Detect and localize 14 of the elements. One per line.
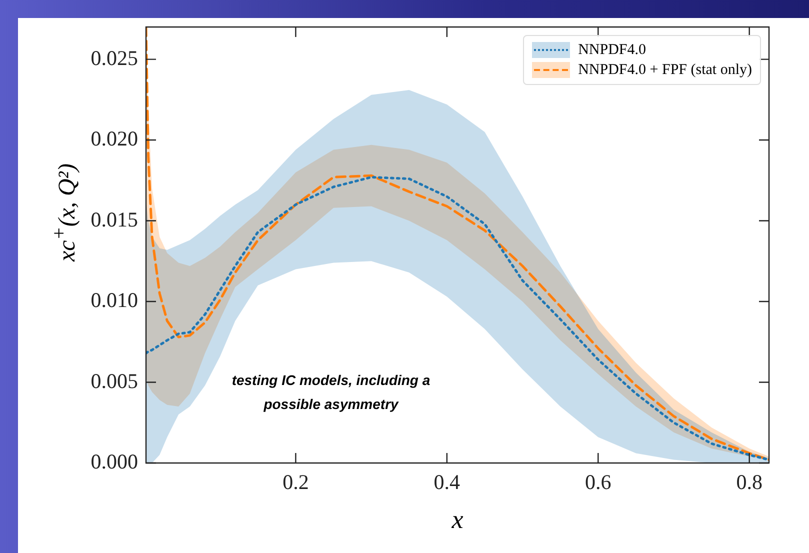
y-tick-label: 0.005 — [90, 368, 138, 393]
legend-label: NNPDF4.0 + FPF (stat only) — [578, 61, 752, 80]
x-axis-title: x — [452, 505, 464, 535]
annotation: testing IC models, including a possible asymmetry — [230, 371, 432, 414]
x-tick-label: 0.6 — [585, 470, 612, 494]
legend-label: NNPDF4.0 — [578, 41, 646, 60]
x-tick-label: 0.2 — [282, 470, 309, 494]
y-tick-label: 0.020 — [90, 126, 138, 151]
y-tick-label: 0.015 — [90, 207, 138, 232]
y-tick-label: 0.010 — [90, 288, 138, 312]
y-tick-label: 0.000 — [90, 450, 138, 474]
x-tick-label: 0.4 — [434, 470, 461, 494]
x-tick-label: 0.8 — [736, 470, 762, 494]
y-tick-label: 0.025 — [90, 46, 138, 70]
